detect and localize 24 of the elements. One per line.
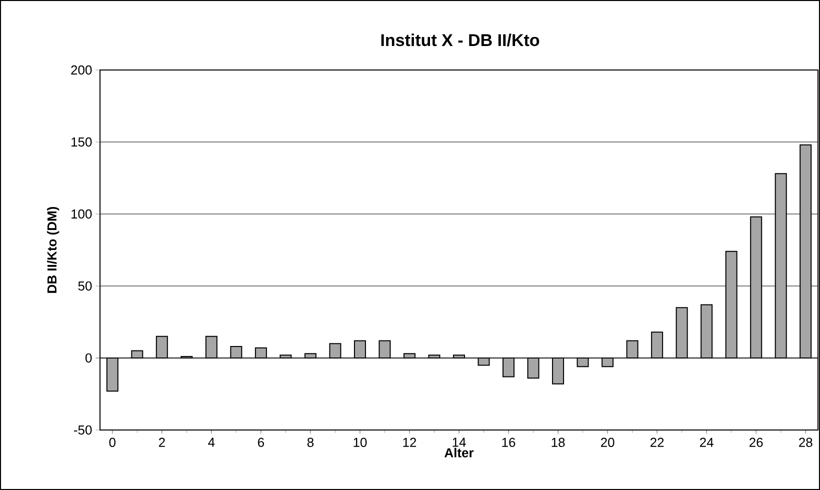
x-tick-label: 20 — [600, 438, 614, 447]
x-tick-label: 14 — [452, 438, 466, 447]
x-tick-label: 22 — [650, 438, 664, 447]
y-tick-label: 100 — [72, 209, 92, 219]
chart-title: Institut X - DB II/Kto — [381, 34, 540, 46]
x-tick-label: 4 — [208, 438, 215, 447]
x-tick-label: 16 — [502, 438, 516, 447]
x-tick-label: 18 — [552, 438, 565, 447]
y-axis-title: DB II/Kto (DM) — [46, 206, 60, 293]
x-tick-label: 10 — [354, 438, 367, 447]
y-tick-label: -50 — [74, 425, 92, 435]
y-tick-label: 50 — [78, 281, 92, 291]
y-tick-label: 200 — [71, 65, 92, 75]
x-tick-label: 12 — [403, 438, 416, 447]
x-tick-label: 8 — [307, 438, 314, 447]
x-tick-label: 24 — [700, 438, 714, 447]
x-tick-label: 28 — [799, 438, 812, 447]
x-axis-title: Alter — [444, 448, 474, 458]
x-tick-label: 6 — [258, 438, 264, 447]
y-tick-label: 150 — [72, 137, 92, 147]
y-tick-label: 0 — [85, 353, 92, 363]
x-tick-label: 26 — [750, 438, 763, 447]
x-tick-label: 2 — [158, 438, 165, 447]
x-tick-label: 0 — [109, 438, 116, 447]
